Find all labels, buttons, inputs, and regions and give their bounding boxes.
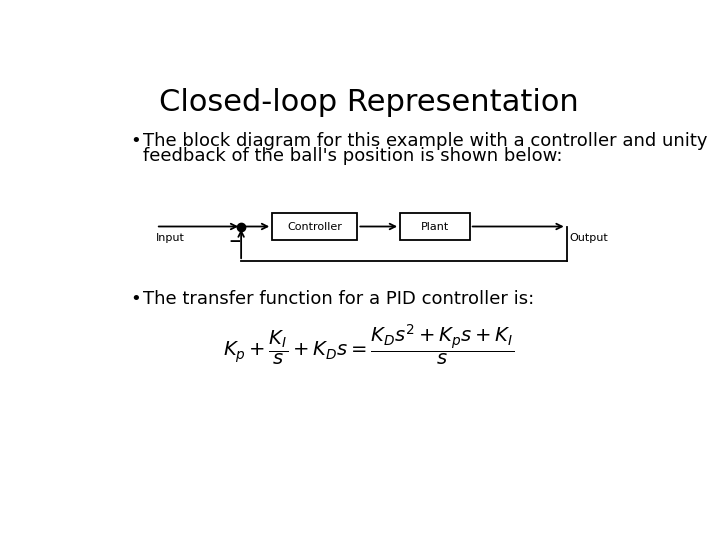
Text: Controller: Controller — [287, 221, 342, 232]
Bar — [400, 213, 469, 240]
Text: Output: Output — [570, 233, 608, 242]
Text: •: • — [130, 132, 141, 150]
Text: −: − — [229, 234, 241, 249]
Bar — [272, 213, 357, 240]
Text: Plant: Plant — [420, 221, 449, 232]
Text: Input: Input — [156, 233, 185, 242]
Text: •: • — [130, 289, 141, 308]
Text: $K_p + \dfrac{K_I}{s} + K_D s = \dfrac{K_D s^2 + K_p s + K_I}{s}$: $K_p + \dfrac{K_I}{s} + K_D s = \dfrac{K… — [223, 323, 515, 368]
Text: The transfer function for a PID controller is:: The transfer function for a PID controll… — [143, 289, 534, 308]
Text: Closed-loop Representation: Closed-loop Representation — [159, 88, 579, 117]
Text: The block diagram for this example with a controller and unity: The block diagram for this example with … — [143, 132, 707, 150]
Text: feedback of the ball's position is shown below:: feedback of the ball's position is shown… — [143, 147, 562, 165]
